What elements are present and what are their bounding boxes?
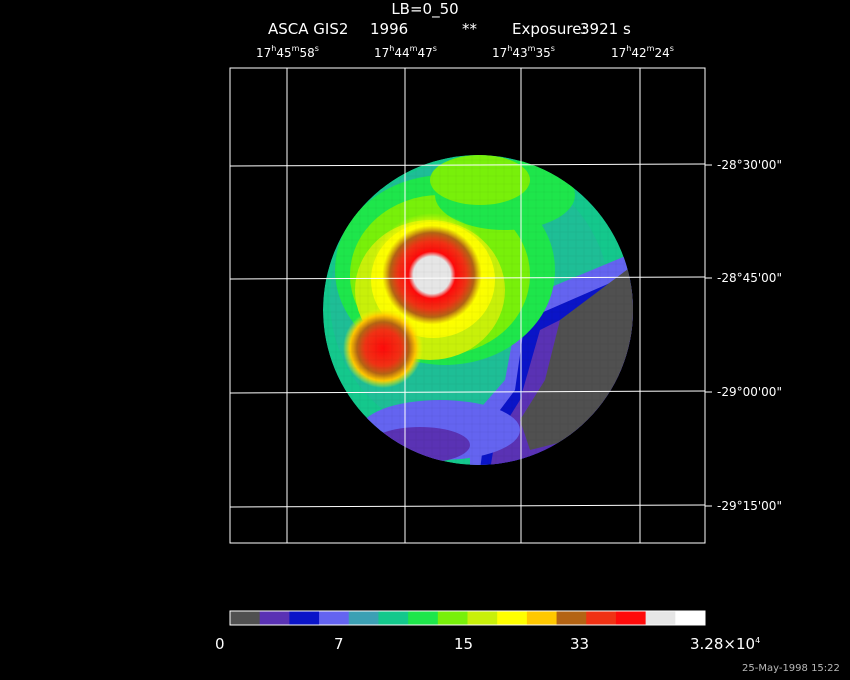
colorbar-swatch <box>348 611 379 625</box>
marker-label: ** <box>462 20 477 38</box>
colorbar-label: 7 <box>334 635 344 653</box>
colorbar-swatch <box>675 611 706 625</box>
colorbar-swatch <box>230 611 261 625</box>
timestamp: 25-May-1998 15:22 <box>742 663 840 674</box>
dec-tick-label: -28°30'00" <box>717 158 782 172</box>
colorbar-swatch <box>615 611 647 625</box>
exposure-label: Exposure: <box>512 20 587 38</box>
dec-tick-label: -29°00'00" <box>717 385 782 399</box>
dec-tick-label: -28°45'00" <box>717 271 782 285</box>
exposure-value: 3921 s <box>580 20 631 38</box>
colorbar-label: 15 <box>454 635 474 653</box>
ra-tick-label: 17h43m35s <box>492 44 555 60</box>
image-frame <box>229 67 706 544</box>
plot-title: LB=0_50 <box>391 0 459 18</box>
coordinate-grid <box>229 68 712 543</box>
dec-tick-label: -29°15'00" <box>717 499 782 513</box>
ra-tick-label: 17h44m47s <box>374 44 437 60</box>
colorbar-max-label: 3.28×104 <box>690 635 761 653</box>
colorbar-swatch <box>378 611 409 625</box>
colorbar-swatch <box>556 611 587 625</box>
color-scale-bar <box>230 611 706 625</box>
ra-tick-label: 17h45m58s <box>256 44 319 60</box>
colorbar-swatch <box>586 611 617 625</box>
colorbar-swatch <box>467 611 498 625</box>
colorbar-swatch <box>289 611 320 625</box>
year-label: 1996 <box>370 20 409 38</box>
colorbar-swatch <box>526 611 558 625</box>
colorbar-swatch <box>497 611 528 625</box>
instrument-label: ASCA GIS2 <box>268 20 349 38</box>
colorbar-label: 33 <box>570 635 590 653</box>
ra-tick-label: 17h42m24s <box>611 44 674 60</box>
colorbar-swatch <box>437 611 468 625</box>
colorbar-label: 0 <box>215 635 225 653</box>
colorbar-swatch <box>645 611 676 625</box>
colorbar-swatch <box>408 611 439 625</box>
colorbar-swatch <box>319 611 350 625</box>
colorbar-swatch <box>259 611 290 625</box>
